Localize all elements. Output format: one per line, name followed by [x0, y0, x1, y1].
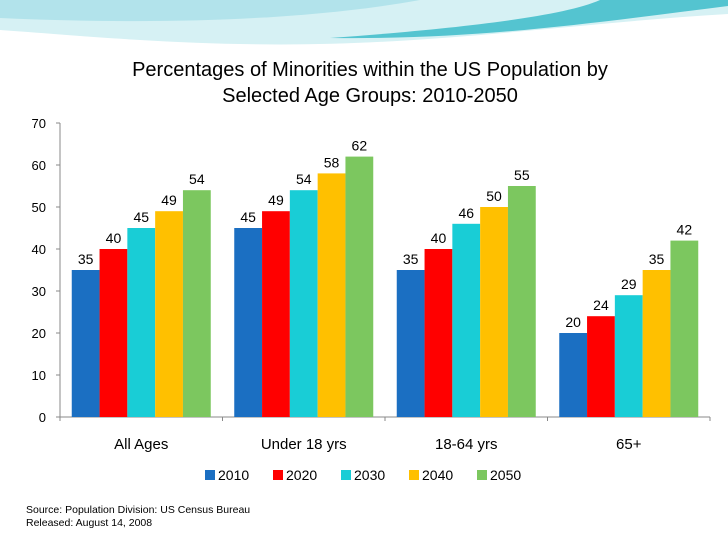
category-label: 65+: [616, 436, 642, 453]
y-tick-label: 10: [32, 368, 46, 383]
bar-value-label: 42: [677, 222, 693, 238]
bar: [424, 249, 453, 417]
chart-title-line-1: Percentages of Minorities within the US …: [132, 59, 608, 81]
bar: [345, 156, 374, 417]
legend-swatch: [341, 470, 351, 480]
bar: [480, 207, 508, 417]
bar: [670, 240, 699, 417]
bar: [127, 228, 156, 417]
bar: [317, 173, 346, 417]
header-swoosh-teal: [300, 0, 728, 39]
legend-swatch: [273, 470, 283, 480]
bar-value-label: 35: [403, 251, 419, 267]
bar-value-label: 40: [106, 230, 122, 246]
header-swoosh-mid: [0, 0, 420, 22]
legend-label: 2030: [354, 467, 385, 483]
y-tick-label: 60: [32, 158, 46, 173]
y-tick-label: 70: [32, 116, 46, 131]
y-tick-label: 20: [32, 326, 46, 341]
bar-value-label: 24: [593, 297, 609, 313]
bar: [452, 223, 481, 417]
bar-value-label: 46: [458, 205, 474, 221]
bar: [99, 249, 128, 417]
bar: [614, 295, 643, 417]
legend-swatch: [477, 470, 487, 480]
bar-value-label: 58: [324, 154, 340, 170]
bar: [587, 316, 615, 417]
bar: [642, 270, 671, 417]
y-tick-label: 0: [39, 410, 46, 425]
header-swoosh-decoration: [0, 0, 728, 45]
legend-label: 2040: [422, 467, 453, 483]
bar: [182, 190, 211, 417]
y-tick-label: 40: [32, 242, 46, 257]
category-label: Under 18 yrs: [261, 436, 347, 453]
bar-value-label: 54: [189, 171, 205, 187]
category-label: 18-64 yrs: [435, 436, 498, 453]
bar: [234, 228, 263, 417]
bar-value-label: 62: [352, 138, 368, 154]
bar: [71, 270, 100, 417]
bar-value-label: 54: [296, 171, 312, 187]
source-note: Source: Population Division: US Census B…: [26, 504, 251, 516]
category-label: All Ages: [114, 436, 168, 453]
bar: [262, 211, 290, 417]
released-note: Released: August 14, 2008: [26, 517, 153, 529]
bar-value-label: 35: [649, 251, 665, 267]
bar-value-label: 55: [514, 167, 530, 183]
y-tick-label: 30: [32, 284, 46, 299]
bar: [155, 211, 183, 417]
bar: [396, 270, 425, 417]
bar-value-label: 50: [486, 188, 502, 204]
bar: [289, 190, 318, 417]
bar-value-label: 40: [431, 230, 447, 246]
bar-value-label: 29: [621, 276, 637, 292]
bar-value-label: 49: [268, 192, 284, 208]
legend-label: 2020: [286, 467, 317, 483]
bar-value-label: 45: [240, 209, 256, 225]
legend-label: 2010: [218, 467, 249, 483]
bar-value-label: 49: [161, 192, 177, 208]
legend-swatch: [205, 470, 215, 480]
legend-swatch: [409, 470, 419, 480]
bar-value-label: 35: [78, 251, 94, 267]
bar: [559, 333, 588, 417]
bar-value-label: 20: [565, 314, 581, 330]
bar: [507, 186, 536, 417]
y-tick-label: 50: [32, 200, 46, 215]
legend-label: 2050: [490, 467, 521, 483]
chart-title-line-2: Selected Age Groups: 2010-2050: [222, 85, 518, 107]
bar-value-label: 45: [133, 209, 149, 225]
